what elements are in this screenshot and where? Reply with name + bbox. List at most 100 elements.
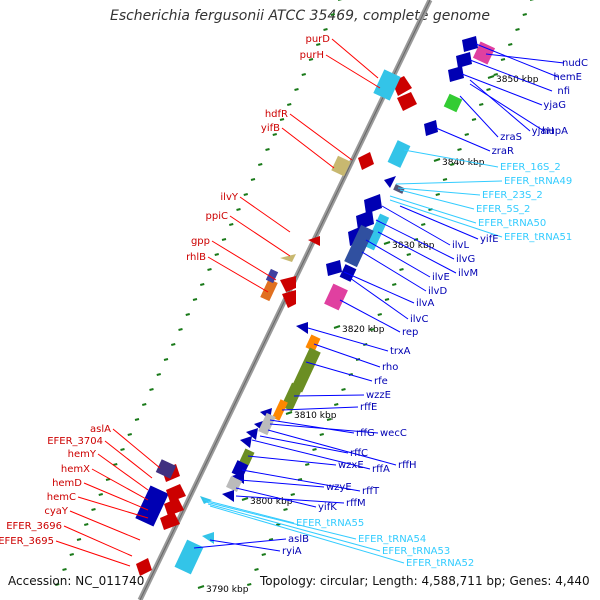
- gene-rffH[interactable]: [258, 412, 276, 436]
- label-efer_trna50[interactable]: EFER_tRNA50: [478, 218, 546, 229]
- gene-aslA-b[interactable]: [155, 459, 177, 479]
- gene-rffT[interactable]: [231, 460, 249, 478]
- gene-rep[interactable]: [324, 283, 348, 311]
- gene-rhlB-b[interactable]: [260, 278, 278, 302]
- gene-nfi[interactable]: [456, 52, 472, 68]
- label-gpp[interactable]: gpp: [191, 236, 210, 247]
- gene-ilvD[interactable]: [344, 224, 374, 268]
- gene-yifB[interactable]: [331, 155, 351, 177]
- label-rep[interactable]: rep: [402, 327, 418, 338]
- gene-ilvY[interactable]: [308, 236, 320, 246]
- label-rffa[interactable]: rffA: [372, 464, 390, 475]
- label-rffg[interactable]: rffG: [356, 428, 375, 439]
- label-efer_trna53[interactable]: EFER_tRNA53: [382, 546, 450, 557]
- label-rffe[interactable]: rffE: [360, 402, 377, 413]
- label-efer_trna52[interactable]: EFER_tRNA52: [406, 558, 474, 569]
- label-purd[interactable]: purD: [306, 34, 331, 45]
- label-yife[interactable]: yifE: [480, 234, 499, 245]
- label-ilvd[interactable]: ilvD: [428, 286, 447, 297]
- gene-rfe[interactable]: [291, 347, 321, 393]
- gene-ilvL[interactable]: [364, 194, 382, 214]
- label-ppic[interactable]: ppiC: [206, 211, 228, 222]
- gene-aslB[interactable]: [174, 539, 204, 575]
- label-wecc[interactable]: wecC: [380, 428, 407, 439]
- label-ilvc[interactable]: ilvC: [410, 314, 428, 325]
- label-hemc[interactable]: hemC: [47, 492, 76, 503]
- gene-ilvC[interactable]: [339, 264, 357, 282]
- gene-gpp[interactable]: [280, 276, 296, 292]
- gene-trxA[interactable]: [296, 322, 308, 334]
- label-rffc[interactable]: rffC: [350, 448, 368, 459]
- gene-wzxE[interactable]: [239, 448, 255, 466]
- label-hdfr[interactable]: hdfR: [265, 109, 288, 120]
- label-rfft[interactable]: rffT: [362, 486, 380, 497]
- label-ilvl[interactable]: ilvL: [452, 240, 469, 251]
- gene-hemX[interactable]: [166, 484, 186, 502]
- label-efer_3695[interactable]: EFER_3695: [0, 536, 54, 547]
- label-rho[interactable]: rho: [382, 362, 398, 373]
- gene-purH[interactable]: [397, 92, 417, 111]
- label-hemy[interactable]: hemY: [68, 449, 97, 460]
- label-heme[interactable]: hemE: [553, 72, 582, 83]
- label-yifb[interactable]: yifB: [261, 123, 280, 134]
- label-hemx[interactable]: hemX: [61, 464, 90, 475]
- label-hemd[interactable]: hemD: [52, 478, 82, 489]
- label-cyay[interactable]: cyaY: [44, 506, 69, 517]
- label-efer_3704[interactable]: EFER_3704: [47, 436, 103, 447]
- label-yjah[interactable]: yjaH: [532, 126, 554, 137]
- label-efer_trna54[interactable]: EFER_tRNA54: [358, 534, 426, 545]
- label-efer_5s_2[interactable]: EFER_5S_2: [476, 204, 530, 215]
- gene-ilvG[interactable]: [356, 210, 374, 230]
- gene-purD-cyan[interactable]: [373, 69, 401, 101]
- gene-hemE[interactable]: [462, 36, 478, 52]
- label-yjag[interactable]: yjaG: [543, 100, 566, 111]
- label-wzxe[interactable]: wzxE: [338, 460, 364, 471]
- gene-rffM[interactable]: [222, 490, 234, 502]
- gene-yjaG[interactable]: [448, 66, 464, 82]
- label-zras[interactable]: zraS: [500, 132, 522, 143]
- gene-hemC[interactable]: [160, 512, 180, 530]
- label-ilvg[interactable]: ilvG: [456, 254, 475, 265]
- label-yifk[interactable]: yifK: [318, 502, 337, 513]
- label-nfi[interactable]: nfi: [557, 86, 570, 97]
- gene-EFER_5S_2[interactable]: [393, 184, 405, 194]
- gene-rffE[interactable]: [272, 399, 288, 421]
- label-ilva[interactable]: ilvA: [416, 298, 434, 309]
- label-rffh[interactable]: rffH: [398, 460, 417, 471]
- label-nudc[interactable]: nudC: [562, 58, 588, 69]
- label-rfe[interactable]: rfe: [374, 376, 388, 387]
- gene-nudC[interactable]: [472, 41, 496, 65]
- label-rffm[interactable]: rffM: [346, 498, 366, 509]
- label-efer_trna55[interactable]: EFER_tRNA55: [296, 518, 364, 529]
- gene-rho[interactable]: [305, 334, 321, 352]
- label-wzze[interactable]: wzzE: [366, 390, 391, 401]
- label-efer_3696[interactable]: EFER_3696: [6, 521, 62, 532]
- gene-zraR[interactable]: [424, 120, 438, 136]
- gene-ryiA[interactable]: [202, 532, 214, 544]
- label-ilvm[interactable]: ilvM: [458, 268, 478, 279]
- label-hupa[interactable]: hupA: [542, 126, 568, 137]
- label-ilve[interactable]: ilvE: [432, 272, 450, 283]
- gene-rhlB-c[interactable]: [265, 268, 279, 284]
- gene-rffA[interactable]: [240, 436, 252, 448]
- label-ilvy[interactable]: ilvY: [220, 192, 238, 203]
- label-efer_16s_2[interactable]: EFER_16S_2: [500, 162, 561, 173]
- label-ryia[interactable]: ryiA: [282, 546, 302, 557]
- label-aslb[interactable]: aslB: [288, 534, 309, 545]
- label-rhlb[interactable]: rhlB: [186, 252, 206, 263]
- gene-hdfR[interactable]: [358, 152, 374, 170]
- label-efer_trna49[interactable]: EFER_tRNA49: [504, 176, 572, 187]
- label-asla[interactable]: aslA: [90, 424, 111, 435]
- gene-rhlB[interactable]: [282, 290, 296, 308]
- gene-EFER_tRNA49[interactable]: [384, 176, 396, 188]
- label-trxa[interactable]: trxA: [390, 346, 411, 357]
- label-wzye[interactable]: wzyE: [326, 482, 352, 493]
- gene-ppiC[interactable]: [280, 254, 296, 262]
- label-zrar[interactable]: zraR: [492, 146, 514, 157]
- gene-ilvA[interactable]: [326, 260, 342, 276]
- gene-ilvM[interactable]: [364, 213, 390, 251]
- label-efer_trna51[interactable]: EFER_tRNA51: [504, 232, 572, 243]
- label-efer_23s_2[interactable]: EFER_23S_2: [482, 190, 543, 201]
- gene-hemD[interactable]: [164, 498, 184, 516]
- label-purh[interactable]: purH: [300, 50, 324, 61]
